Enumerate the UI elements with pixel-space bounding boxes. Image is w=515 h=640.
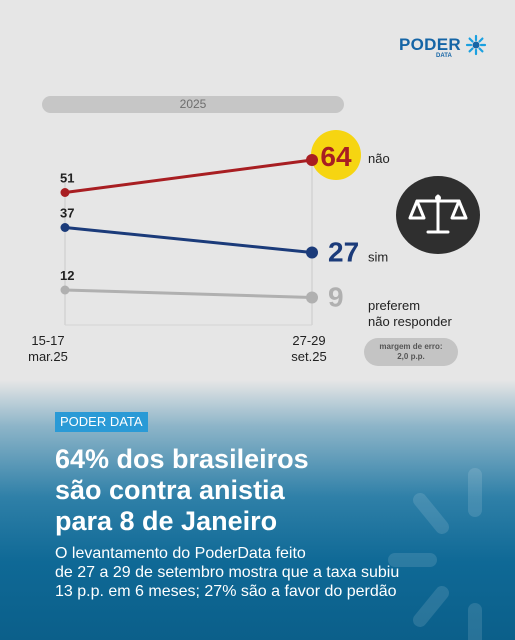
scale-badge bbox=[396, 176, 480, 254]
end-value-label: 27 bbox=[328, 237, 359, 268]
headline-line: para 8 de Janeiro bbox=[55, 506, 278, 536]
series-line bbox=[64, 226, 313, 254]
brand-name: PODER bbox=[399, 35, 461, 54]
brand-logo: PODER DATA bbox=[399, 34, 488, 62]
margin-value: 2,0 p.p. bbox=[397, 352, 425, 361]
series-name-label: preferem bbox=[368, 298, 420, 313]
series-name-label: não responder bbox=[368, 314, 453, 329]
data-point bbox=[306, 154, 318, 166]
start-value-label: 51 bbox=[60, 171, 74, 186]
summary-line: 13 p.p. em 6 meses; 27% são a favor do p… bbox=[55, 583, 397, 600]
margin-label: margem de erro: bbox=[379, 342, 443, 351]
series-line bbox=[64, 158, 313, 194]
summary-line: O levantamento do PoderData feito bbox=[55, 545, 306, 562]
source-tag: PODER DATA bbox=[55, 412, 148, 432]
x-tick-label: 27-29 bbox=[292, 333, 325, 348]
series-name-label: não bbox=[368, 151, 390, 166]
x-tick-label: set.25 bbox=[291, 349, 326, 364]
highlight-circle bbox=[311, 130, 361, 180]
poderdata-logo-icon bbox=[465, 34, 487, 56]
data-point bbox=[60, 188, 70, 197]
scale-of-justice-icon bbox=[408, 194, 468, 234]
year-label: 2025 bbox=[42, 96, 344, 113]
data-point bbox=[60, 285, 70, 295]
data-point bbox=[60, 223, 70, 232]
headline: 64% dos brasileiros são contra anistia p… bbox=[55, 444, 475, 537]
brand-sub: DATA bbox=[436, 53, 452, 59]
headline-line: 64% dos brasileiros bbox=[55, 444, 309, 474]
margin-of-error: margem de erro: 2,0 p.p. bbox=[364, 338, 458, 366]
summary-line: de 27 a 29 de setembro mostra que a taxa… bbox=[55, 564, 400, 581]
start-value-label: 12 bbox=[60, 268, 74, 283]
end-value-label: 64 bbox=[320, 141, 352, 172]
decorative-rays-icon bbox=[388, 468, 482, 640]
end-value-label: 9 bbox=[328, 282, 344, 313]
data-point bbox=[306, 291, 318, 304]
x-tick-label: 15-17 bbox=[31, 333, 64, 348]
x-tick-label: mar.25 bbox=[28, 349, 68, 364]
data-point bbox=[306, 246, 318, 259]
headline-line: são contra anistia bbox=[55, 475, 285, 505]
start-value-label: 37 bbox=[60, 206, 74, 221]
summary-text: O levantamento do PoderData feito de 27 … bbox=[55, 544, 485, 601]
series-name-label: sim bbox=[368, 250, 388, 265]
series-line bbox=[64, 288, 313, 299]
